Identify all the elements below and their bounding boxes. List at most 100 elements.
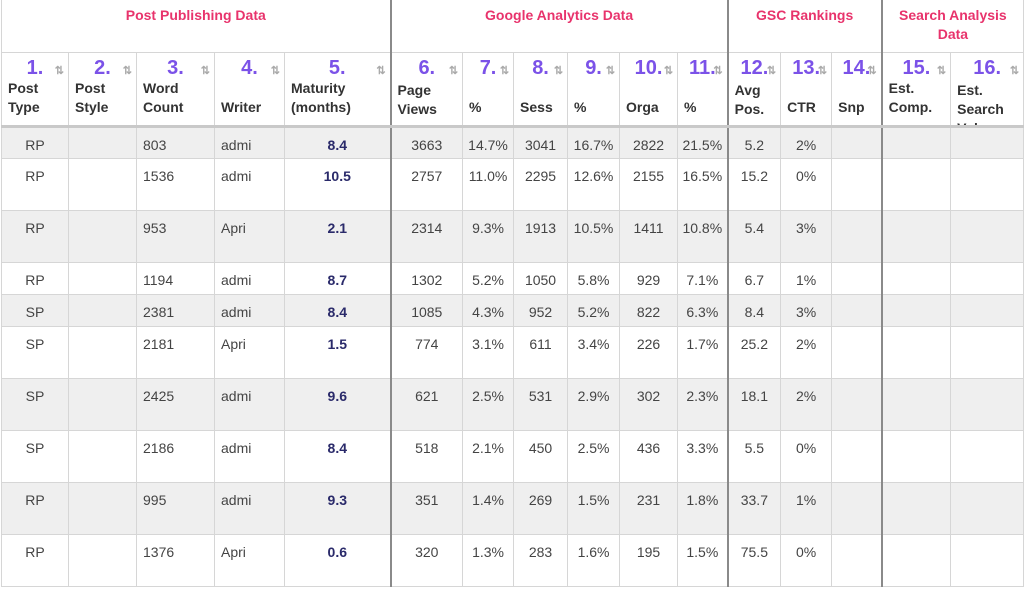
column-header-6[interactable]: 6. ⇅ Page Views <box>389 52 464 128</box>
table-cell: 2% <box>780 326 833 379</box>
table-cell: 803 <box>136 126 215 159</box>
sort-arrows-icon[interactable]: ⇅ <box>713 65 723 77</box>
table-cell <box>831 262 883 295</box>
table-cell <box>831 430 883 483</box>
table-cell: admi <box>214 482 285 535</box>
column-number: 5. <box>328 57 346 79</box>
column-header-15[interactable]: 15. ⇅ Est. Comp. <box>880 52 952 128</box>
table-cell: SP <box>1 378 69 431</box>
column-header-11[interactable]: 11. ⇅% <box>677 52 729 128</box>
column-header-12[interactable]: 12. ⇅ Avg Pos. <box>726 52 782 128</box>
table-cell: admi <box>214 294 285 327</box>
table-cell: 6.3% <box>677 294 729 327</box>
table-row: SP 2186 admi 8.4 518 2.1% 450 2.5% 436 3.3% 5.5 0% <box>1 430 1024 483</box>
table-cell: 9.6 <box>283 378 392 431</box>
sort-arrows-icon[interactable]: ⇅ <box>605 65 616 77</box>
table-cell <box>831 482 883 535</box>
table-cell: 2425 <box>136 378 215 431</box>
table-cell: 33.7 <box>726 482 782 535</box>
table-cell <box>950 326 1024 379</box>
table-cell: 8.4 <box>283 126 392 159</box>
table-cell <box>831 126 883 159</box>
table-cell <box>880 158 952 211</box>
column-header-13[interactable]: 13. ⇅ CTR <box>780 52 833 128</box>
table-cell: 6.7 <box>726 262 782 295</box>
table-cell: 0% <box>780 158 833 211</box>
table-cell: admi <box>214 430 285 483</box>
table-cell: 1.5% <box>677 534 729 587</box>
table-cell: 1302 <box>389 262 464 295</box>
table-cell: 8.7 <box>283 262 392 295</box>
column-number: 7. <box>479 57 497 79</box>
table-cell <box>880 430 952 483</box>
sort-arrows-icon[interactable]: ⇅ <box>54 65 64 77</box>
table-cell <box>68 294 137 327</box>
sort-arrows-icon[interactable]: ⇅ <box>867 65 877 77</box>
column-label: Writer <box>221 99 262 115</box>
column-header-7[interactable]: 7. ⇅% <box>462 52 515 128</box>
sort-arrows-icon[interactable]: ⇅ <box>122 65 132 77</box>
column-header-3[interactable]: 3. ⇅ Word Count <box>136 52 215 128</box>
table-cell: admi <box>214 378 285 431</box>
sort-arrows-icon[interactable]: ⇅ <box>448 65 459 77</box>
sort-arrows-icon[interactable]: ⇅ <box>817 65 828 77</box>
table-cell: 2% <box>780 126 833 159</box>
sort-arrows-icon[interactable]: ⇅ <box>270 65 280 77</box>
sort-arrows-icon[interactable]: ⇅ <box>200 65 210 77</box>
table-cell <box>68 126 137 159</box>
table-cell: RP <box>1 210 69 263</box>
table-cell: 10.8% <box>677 210 729 263</box>
table-cell: 2822 <box>619 126 679 159</box>
sort-arrows-icon[interactable]: ⇅ <box>499 65 510 77</box>
column-header-5[interactable]: 5. ⇅ Maturity (months) <box>283 52 392 128</box>
column-number: 4. <box>241 57 258 79</box>
table-cell <box>68 378 137 431</box>
table-cell: SP <box>1 430 69 483</box>
table-cell: 195 <box>619 534 679 587</box>
column-header-1[interactable]: 1. ⇅ Post Type <box>1 52 69 128</box>
table-cell: 952 <box>513 294 569 327</box>
table-cell <box>831 158 883 211</box>
sort-arrows-icon[interactable]: ⇅ <box>936 65 947 77</box>
column-header-16[interactable]: 16. ⇅ Est. Search Vol. <box>950 52 1024 128</box>
column-header-14[interactable]: 14. ⇅ Snp <box>831 52 883 128</box>
sort-arrows-icon[interactable]: ⇅ <box>553 65 564 77</box>
column-number: 2. <box>94 57 111 79</box>
group-gsc-rankings: GSC Rankings <box>726 0 883 53</box>
table-cell: 1.5% <box>567 482 621 535</box>
table-cell: SP <box>1 294 69 327</box>
column-label: Post Style <box>75 80 109 115</box>
column-header-8[interactable]: 8. ⇅ Sess <box>513 52 569 128</box>
table-cell: 11.0% <box>462 158 515 211</box>
table-cell: RP <box>1 482 69 535</box>
table-cell: 3% <box>780 294 833 327</box>
table-cell: RP <box>1 126 69 159</box>
sort-arrows-icon[interactable]: ⇅ <box>766 65 777 77</box>
group-search-analysis: Search Analysis Data <box>880 0 1024 53</box>
table-cell <box>831 210 883 263</box>
column-header-10[interactable]: 10. ⇅ Orga <box>619 52 679 128</box>
sort-arrows-icon[interactable]: ⇅ <box>1009 65 1020 77</box>
table-cell: 7.1% <box>677 262 729 295</box>
table-cell: 25.2 <box>726 326 782 379</box>
column-label: Post Type <box>8 80 40 115</box>
table-cell: RP <box>1 262 69 295</box>
column-header-2[interactable]: 2. ⇅ Post Style <box>68 52 137 128</box>
table-cell <box>68 262 137 295</box>
table-cell: 5.5 <box>726 430 782 483</box>
column-header-4[interactable]: 4. ⇅ Writer <box>214 52 285 128</box>
table-cell: 3041 <box>513 126 569 159</box>
table-cell: 518 <box>389 430 464 483</box>
column-header-9[interactable]: 9. ⇅% <box>567 52 621 128</box>
table-cell <box>880 534 952 587</box>
column-number: 9. <box>585 57 602 79</box>
table-cell <box>831 378 883 431</box>
table-cell: Apri <box>214 210 285 263</box>
sort-arrows-icon[interactable]: ⇅ <box>663 65 674 77</box>
table-cell <box>68 430 137 483</box>
column-label: Sess <box>520 99 553 115</box>
table-cell: 822 <box>619 294 679 327</box>
sort-arrows-icon[interactable]: ⇅ <box>376 65 386 77</box>
column-label: Maturity (months) <box>291 80 351 115</box>
table-cell <box>880 326 952 379</box>
